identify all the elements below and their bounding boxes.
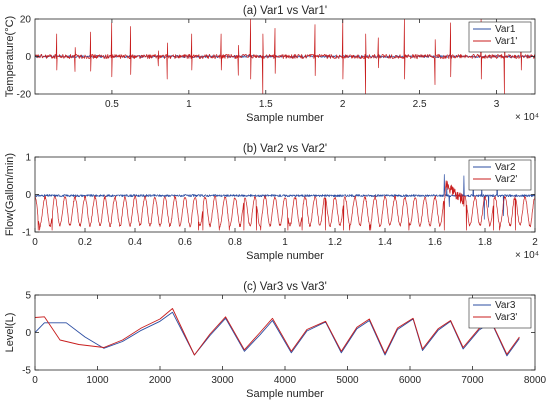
x-axis-multiplier: × 10⁴ (515, 112, 539, 123)
y-tick-label: -5 (22, 366, 31, 377)
x-tick-label: 3000 (211, 375, 234, 386)
x-tick-label: 0 (32, 237, 38, 248)
y-tick-label: 0 (25, 328, 31, 339)
x-tick-label: 6000 (399, 375, 422, 386)
y-tick-label: -20 (17, 90, 32, 101)
panel-2: 0 0.2 0.4 0.6 0.8 1 1.2 1.4 1.6 1.8 2-101(b) Var2 … (4, 143, 539, 262)
x-axis-label: Sample number (246, 250, 324, 262)
y-axis-label: Flow(Gallon/min) (4, 153, 16, 236)
chart-title: (c) Var3 vs Var3' (243, 281, 327, 293)
x-tick-label: 4000 (274, 375, 297, 386)
x-tick-label: 0.2 (78, 237, 92, 248)
chart-title: (a) Var1 vs Var1' (243, 5, 327, 17)
series-line-2 (35, 180, 535, 231)
x-tick-label: 1.6 (428, 237, 442, 248)
panel-3: 0 1000 2000 3000 4000 5000 6000 7000 8000-505(c)… (4, 281, 547, 400)
x-axis-label: Sample number (246, 112, 324, 124)
y-tick-label: 1 (25, 153, 31, 164)
legend-box (468, 159, 532, 191)
x-tick-label: 0 (32, 375, 38, 386)
legend-box (468, 297, 532, 329)
series-group (35, 19, 535, 94)
x-tick-label: 0.4 (128, 237, 142, 248)
y-tick-label: -1 (22, 228, 31, 239)
x-tick-label: 1.2 (328, 237, 342, 248)
x-tick-label: 0.6 (178, 237, 192, 248)
y-tick-label: 0 (25, 52, 31, 63)
series-group (35, 169, 535, 231)
x-tick-label: 7000 (461, 375, 484, 386)
x-tick-label: 8000 (524, 375, 547, 386)
series-line-2 (35, 19, 535, 94)
x-tick-label: 1 (186, 99, 192, 110)
y-axis-label: Level(L) (4, 313, 16, 353)
legend-label: Var1 (495, 24, 516, 35)
series-line-1 (35, 169, 535, 220)
panel-1: 0.5 1 1.5 2 2.5 3 -20 0 20 (a) Var1 vs Var1' Sampl… (4, 5, 539, 124)
y-axis-label: Temperature(°C) (4, 16, 16, 97)
legend-label: Var1' (495, 36, 517, 47)
y-tick-label: 0 (25, 190, 31, 201)
y-tick-label: 5 (25, 291, 31, 302)
x-tick-label: 2000 (149, 375, 172, 386)
x-tick-label: 2.5 (413, 99, 427, 110)
legend-label: Var3 (495, 300, 516, 311)
y-tick-label: 20 (20, 15, 32, 26)
series-line-1 (35, 311, 520, 357)
x-axis-multiplier: × 10⁴ (515, 250, 539, 261)
x-tick-label: 5000 (336, 375, 359, 386)
x-tick-label: 3 (494, 99, 500, 110)
x-tick-label: 1000 (86, 375, 109, 386)
x-tick-label: 1.8 (478, 237, 492, 248)
x-tick-label: 2 (532, 237, 538, 248)
x-tick-label: 1 (282, 237, 288, 248)
series-group (35, 308, 520, 357)
legend-label: Var2' (495, 174, 517, 185)
legend-box (468, 21, 532, 53)
x-tick-label: 0.5 (105, 99, 119, 110)
chart-title: (b) Var2 vs Var2' (243, 143, 327, 155)
series-line-2 (35, 308, 520, 356)
x-tick-label: 2 (340, 99, 346, 110)
x-tick-label: 0.8 (228, 237, 242, 248)
x-tick-label: 1.5 (259, 99, 273, 110)
legend-label: Var2 (495, 162, 516, 173)
plot-area (35, 295, 535, 370)
x-axis-label: Sample number (246, 388, 324, 400)
legend-label: Var3' (495, 312, 517, 323)
x-tick-label: 1.4 (378, 237, 392, 248)
